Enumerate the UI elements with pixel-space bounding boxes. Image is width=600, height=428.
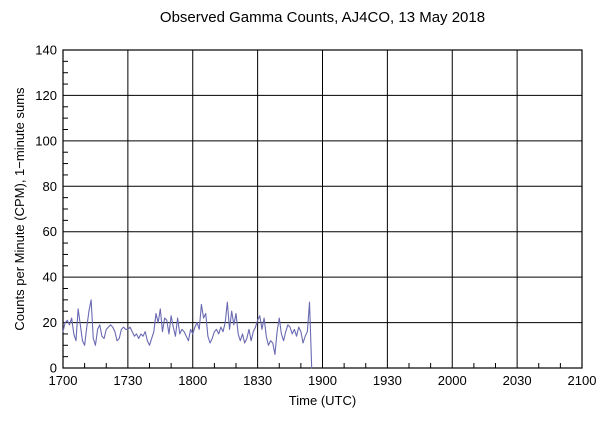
y-tick-label: 0 (50, 361, 57, 376)
y-tick-label: 120 (35, 88, 57, 103)
x-tick-label: 1900 (308, 373, 337, 388)
x-tick-label: 1800 (178, 373, 207, 388)
x-tick-label: 1930 (373, 373, 402, 388)
plot-border (62, 49, 583, 369)
y-tick-label: 20 (43, 315, 57, 330)
y-tick-label: 60 (43, 224, 57, 239)
chart-title: Observed Gamma Counts, AJ4CO, 13 May 201… (159, 9, 486, 26)
x-tick-label: 1830 (243, 373, 272, 388)
y-tick-label: 40 (43, 270, 57, 285)
y-tick-label: 140 (35, 43, 57, 58)
data-line-gamma-counts-1min-sums (62, 299, 313, 369)
x-tick-label: 2000 (438, 373, 467, 388)
y-tick-label: 80 (43, 179, 57, 194)
x-tick-label: 1700 (49, 373, 78, 388)
x-axis-label: Time (UTC) (288, 393, 357, 408)
x-tick-label: 1730 (113, 373, 142, 388)
y-tick-label: 100 (35, 133, 57, 148)
x-tick-label: 2030 (503, 373, 532, 388)
x-tick-label: 2100 (568, 373, 597, 388)
